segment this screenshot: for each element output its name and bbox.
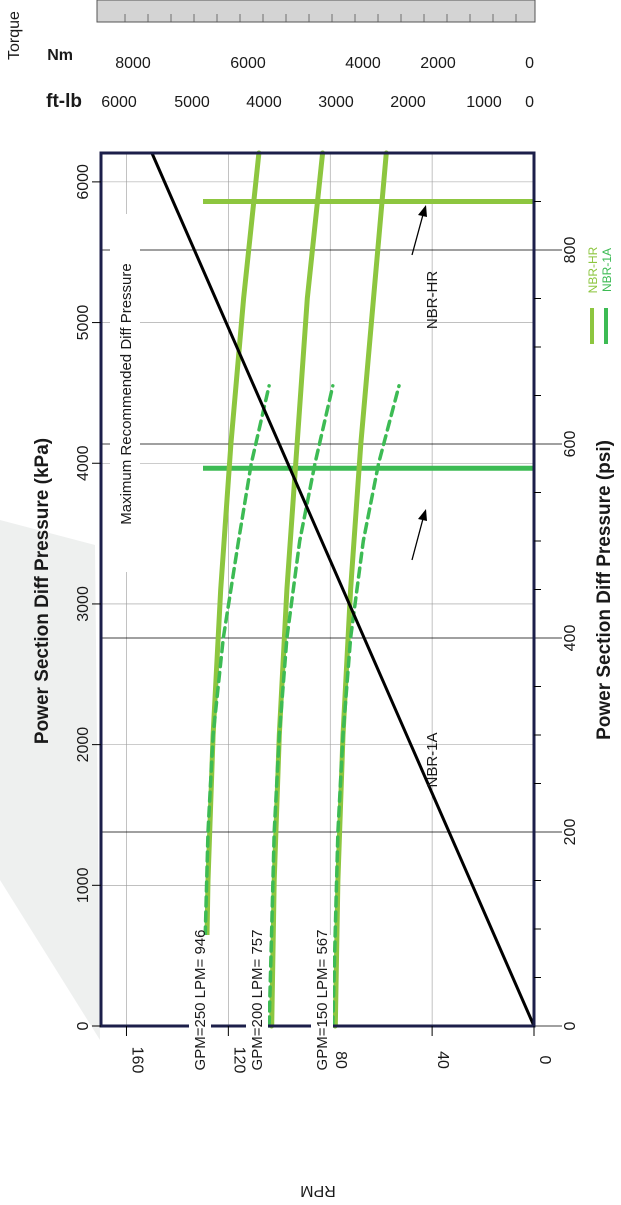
background-watermark	[0, 520, 100, 1040]
torque-ftlb-label: ft-lb	[46, 91, 82, 112]
psi-tick-label: 0	[562, 1021, 579, 1030]
series-label-gpm150: GPM=150 LPM= 567	[314, 930, 331, 1071]
nbr-hr-label: NBR-HR	[424, 271, 441, 329]
psi-tick-label: 800	[562, 237, 579, 264]
kpa-tick-label: 4000	[75, 445, 92, 481]
ftlb-tick-labels: 6000 5000 4000 3000 2000 1000 0	[101, 94, 534, 111]
max-diff-label-bg	[110, 214, 140, 572]
rpm-tick-label: 0	[536, 1056, 553, 1065]
max-diff-label: Maximum Recommended Diff Pressure	[118, 263, 135, 524]
max-diff-pressure-line	[150, 152, 536, 1027]
nm-tick-labels: 8000 6000 4000 2000 0	[115, 55, 534, 72]
nm-tick-label: 6000	[230, 55, 266, 72]
nm-tick-label: 2000	[420, 55, 456, 72]
rpm-tick-label: 80	[332, 1051, 349, 1069]
kpa-tick-label: 3000	[75, 586, 92, 622]
series-label-gpm200: GPM=200 LPM= 757	[249, 930, 266, 1071]
series-label-bg-1	[189, 935, 211, 1063]
dashed-curve	[201, 384, 271, 1028]
series-layer	[150, 150, 536, 1029]
series-label-bg-2	[246, 935, 268, 1063]
psi-tick-label: 600	[562, 431, 579, 458]
flow-curve	[332, 150, 389, 1029]
psi-tick-label: 200	[562, 819, 579, 846]
nbr-1a-arrow-head	[418, 509, 427, 521]
nbr-1a-arrow-line	[411, 514, 425, 561]
ftlb-tick-label: 3000	[318, 94, 354, 111]
legend: NBR-HR NBR-1A	[586, 246, 614, 344]
nm-tick-label: 0	[525, 55, 534, 72]
nbr-hr-arrow-head	[418, 205, 427, 217]
kpa-tick-label: 5000	[75, 305, 92, 341]
nm-tick-label: 4000	[345, 55, 381, 72]
psi-tick-label: 400	[562, 625, 579, 652]
nbr-hr-arrow-line	[411, 210, 425, 256]
rpm-axis-label: RPM	[300, 1182, 336, 1199]
nbr-1a-label: NBR-1A	[424, 732, 441, 787]
torque-title: Torque	[6, 11, 23, 60]
ftlb-tick-label: 1000	[466, 94, 502, 111]
legend-label-nbr-hr: NBR-HR	[586, 246, 600, 293]
torque-bar-ticks	[124, 14, 517, 22]
kpa-tick-label: 1000	[75, 867, 92, 903]
ftlb-tick-label: 0	[525, 94, 534, 111]
plot-area	[101, 153, 534, 1026]
rpm-tick-label: 160	[128, 1047, 145, 1074]
series-label-bg-3	[311, 935, 333, 1063]
kpa-tick-label: 2000	[75, 727, 92, 763]
dashed-curve	[267, 384, 335, 1028]
torque-nm-label: Nm	[47, 47, 73, 64]
torque-bar	[96, 0, 536, 23]
ftlb-tick-label: 2000	[390, 94, 426, 111]
ftlb-tick-label: 4000	[246, 94, 282, 111]
flow-curve	[202, 150, 262, 1029]
ftlb-tick-label: 5000	[174, 94, 210, 111]
kpa-axis-label: Power Section Diff Pressure (kPa)	[32, 438, 53, 744]
rpm-tick-label: 40	[434, 1051, 451, 1069]
psi-axis-label: Power Section Diff Pressure (psi)	[594, 440, 615, 740]
legend-label-nbr-1a: NBR-1A	[600, 248, 614, 292]
rpm-tick-label: 120	[230, 1047, 247, 1074]
kpa-tick-label: 0	[75, 1021, 92, 1030]
kpa-tick-label: 6000	[75, 164, 92, 200]
flow-curve	[269, 150, 326, 1029]
axis-ticks: 0 40 80 120 160 0 1000 2000 3000 4000 5000 6000 0 200…	[75, 164, 579, 1073]
series-label-gpm250: GPM=250 LPM= 946	[192, 930, 209, 1071]
ftlb-tick-label: 6000	[101, 94, 137, 111]
nm-tick-label: 8000	[115, 55, 151, 72]
dashed-curve	[331, 384, 401, 1028]
